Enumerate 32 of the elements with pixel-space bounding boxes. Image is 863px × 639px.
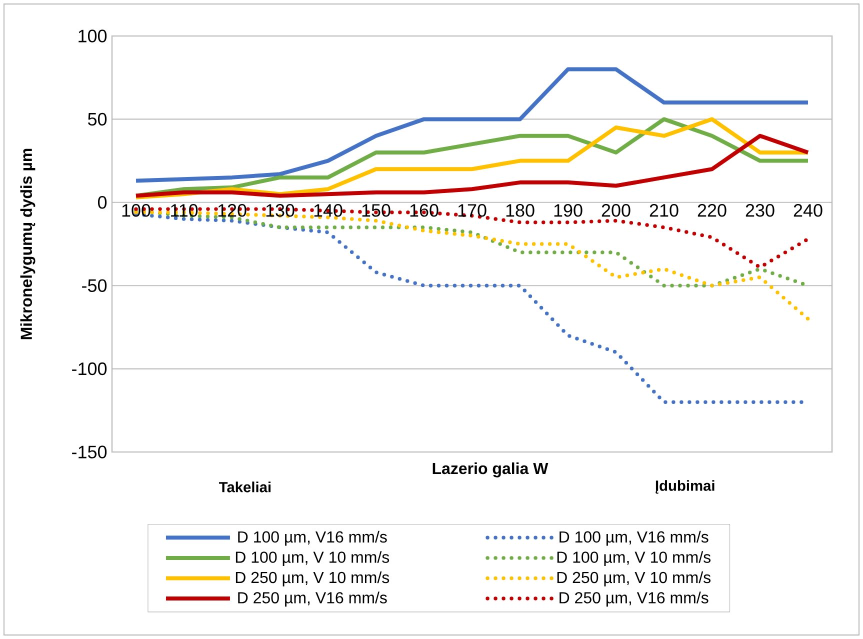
x-tick-label: 220 xyxy=(698,204,726,217)
y-tick-label: 0 xyxy=(98,196,107,209)
legend-label: D 250 µm, V16 mm/s xyxy=(238,592,387,607)
x-tick-label: 200 xyxy=(602,204,630,217)
legend-label: D 100 µm, V 10 mm/s xyxy=(557,551,711,566)
x-tick-label: 190 xyxy=(554,204,582,217)
legend-label: D 250 µm, V16 mm/s xyxy=(560,592,708,607)
x-tick-label: 240 xyxy=(794,204,822,217)
legend-label: D 100 µm, V16 mm/s xyxy=(238,530,387,546)
x-tick-label: 210 xyxy=(650,204,678,217)
line-series xyxy=(134,134,810,198)
x-axis-title: Lazerio galia W xyxy=(432,462,548,478)
legend-label: D 250 µm, V 10 mm/s xyxy=(557,571,711,586)
x-tick-label: 130 xyxy=(266,204,294,217)
x-tick-label: 180 xyxy=(506,204,534,217)
x-tick-label: 160 xyxy=(410,204,438,217)
legend-label: D 100 µm, V16 mm/s xyxy=(560,530,708,546)
legend-label: D 100 µm, V 10 mm/s xyxy=(236,551,390,566)
y-tick-label: -50 xyxy=(82,279,107,292)
x-tick-label: 170 xyxy=(458,204,486,217)
x-tick-label: 150 xyxy=(362,204,390,217)
text: Įdubimai xyxy=(656,480,714,494)
y-tick-label: -150 xyxy=(72,446,107,458)
x-tick-label: 140 xyxy=(314,204,342,217)
y-axis-title: Mikronelygumų dydis µm xyxy=(20,148,36,340)
x-tick-label: 120 xyxy=(218,204,246,217)
x-tick-label: 230 xyxy=(746,204,774,217)
y-tick-label: 100 xyxy=(78,30,107,42)
y-tick-label: -100 xyxy=(72,362,107,376)
y-tick-label: 50 xyxy=(88,112,107,126)
text: Takeliai xyxy=(219,482,271,492)
legend-label: D 250 µm, V 10 mm/s xyxy=(236,571,390,586)
